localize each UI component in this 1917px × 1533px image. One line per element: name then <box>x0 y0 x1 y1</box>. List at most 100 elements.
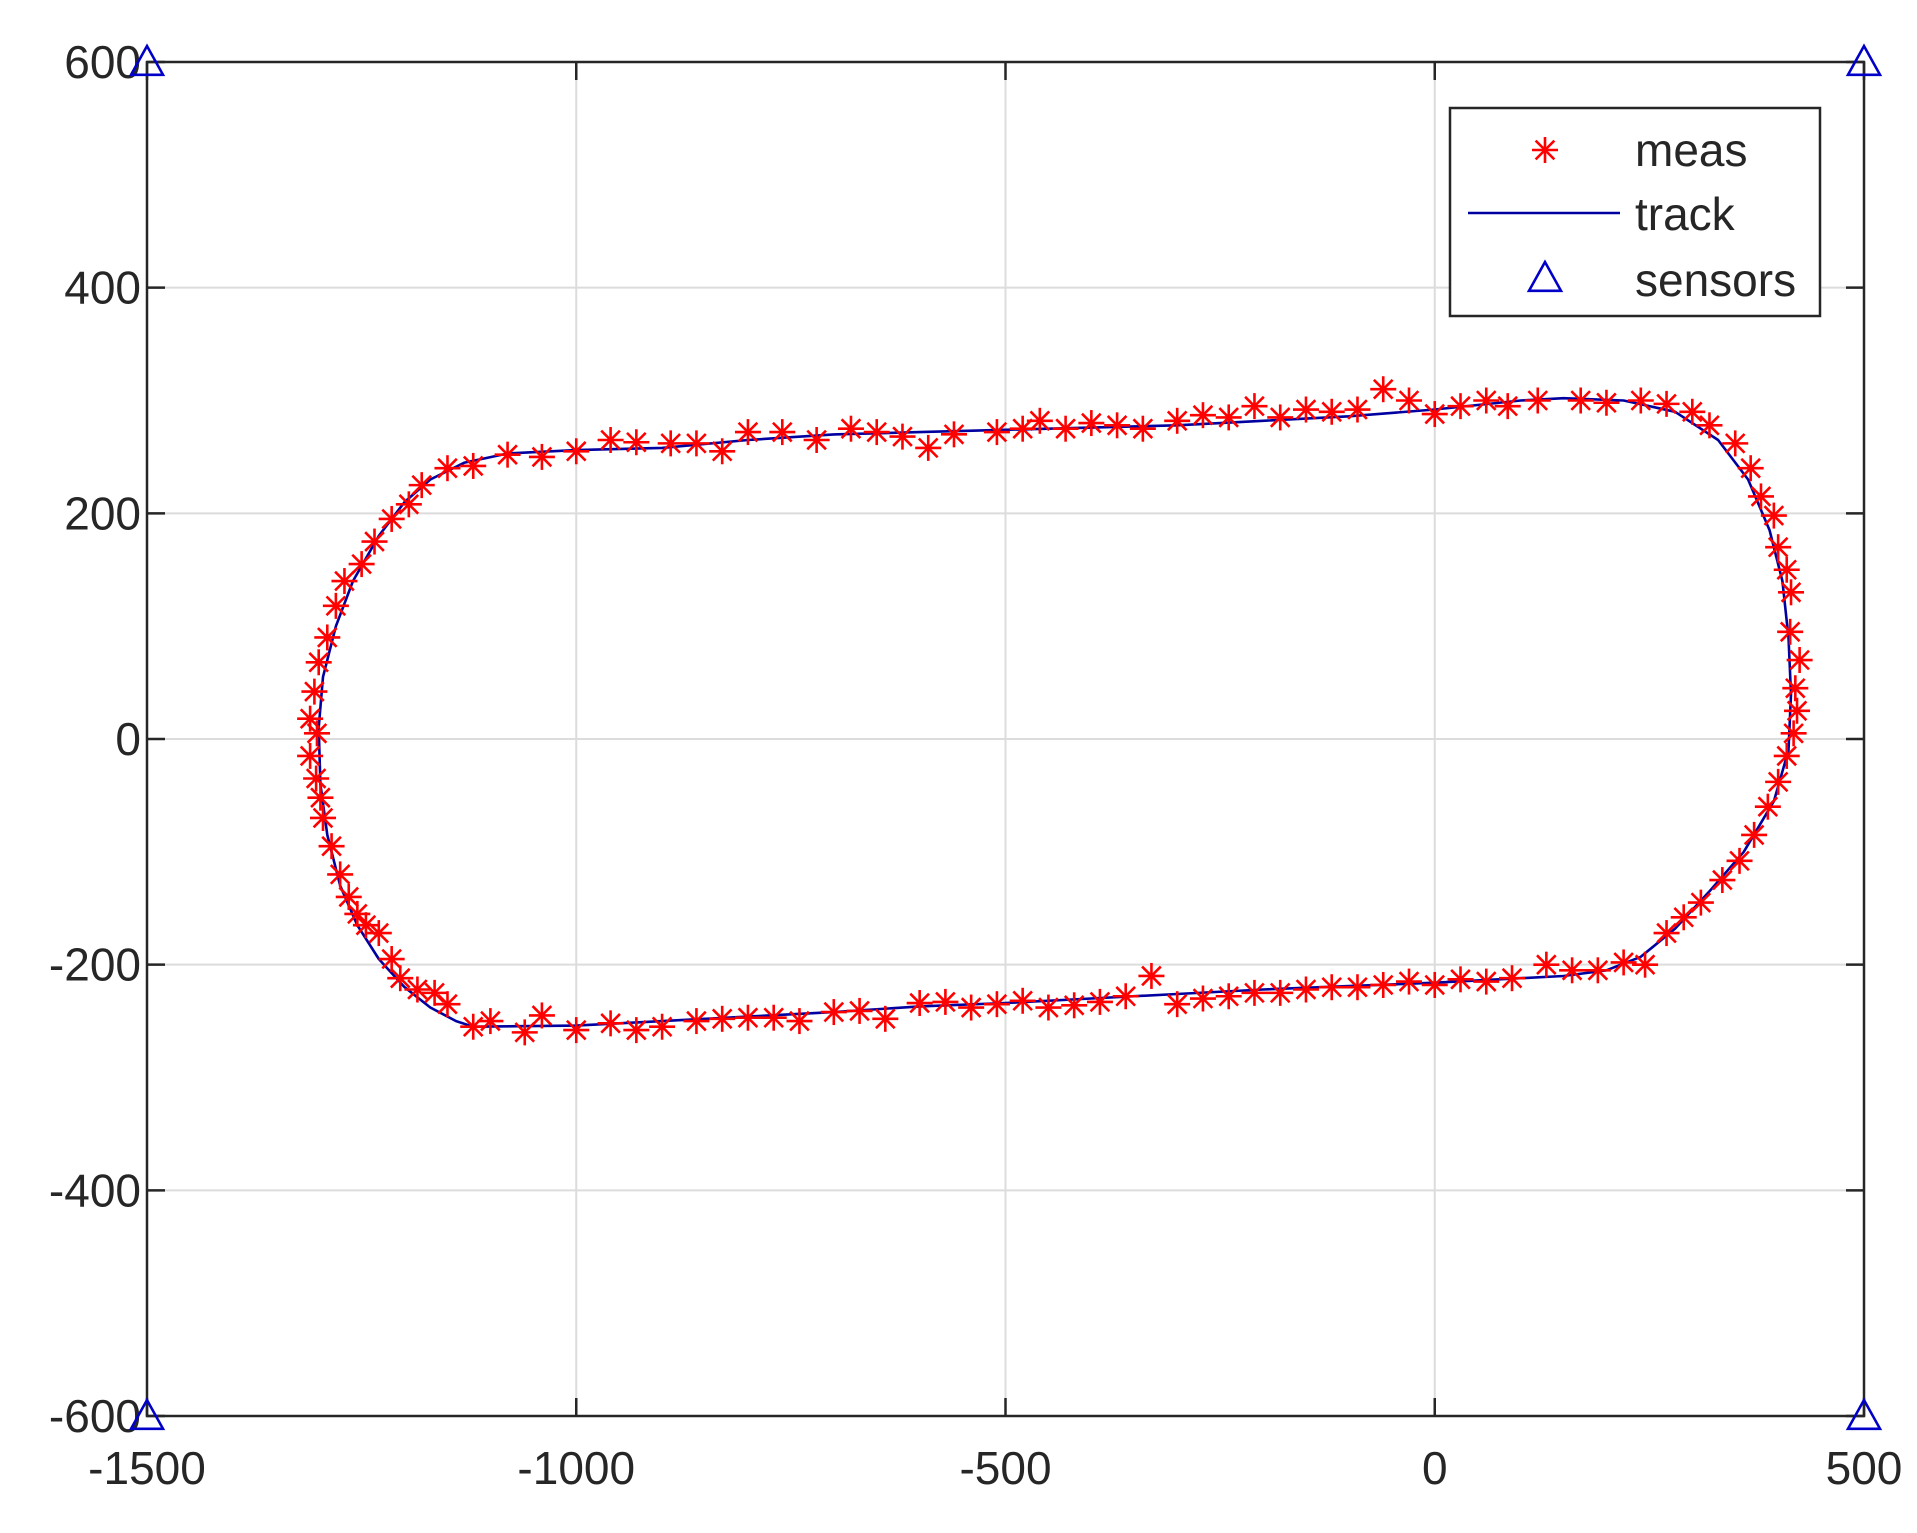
meas-point <box>305 649 332 676</box>
meas-point <box>511 1019 538 1046</box>
meas-point <box>1061 992 1088 1019</box>
meas-point <box>1722 430 1749 457</box>
meas-point <box>1052 415 1079 442</box>
meas-point <box>1559 957 1586 984</box>
meas-point <box>1687 889 1714 916</box>
meas-point <box>494 441 521 468</box>
meas-point <box>1138 962 1165 989</box>
meas-point <box>1494 393 1521 420</box>
sensor-marker <box>128 1397 166 1431</box>
meas-point <box>734 1004 761 1031</box>
y-tick-label: 200 <box>64 487 141 539</box>
meas-point <box>657 430 684 457</box>
meas-point <box>623 1017 650 1044</box>
meas-point <box>820 999 847 1026</box>
legend-label-sensors: sensors <box>1635 254 1796 306</box>
meas-point <box>1584 957 1611 984</box>
meas-point <box>1009 415 1036 442</box>
meas-point <box>760 1004 787 1031</box>
meas-point <box>327 861 354 888</box>
meas-point <box>1778 579 1805 606</box>
meas-point <box>1421 401 1448 428</box>
meas-point <box>1189 402 1216 429</box>
x-tick-labels: -1500 -1000 -500 0 500 <box>88 1442 1902 1494</box>
meas-point <box>1189 985 1216 1012</box>
meas-point <box>1370 376 1397 403</box>
meas-point <box>1267 404 1294 431</box>
meas-point <box>434 991 461 1018</box>
legend-label-track: track <box>1635 188 1736 240</box>
meas-point <box>983 991 1010 1018</box>
meas-point <box>1473 387 1500 414</box>
meas-point <box>1726 847 1753 874</box>
meas-point <box>1447 966 1474 993</box>
meas-point <box>1784 697 1811 724</box>
meas-point <box>1737 455 1764 482</box>
meas-point <box>301 678 328 705</box>
meas-point <box>1653 390 1680 417</box>
legend-sensors-marker <box>1526 259 1564 293</box>
meas-point <box>331 568 358 595</box>
meas-point <box>1344 396 1371 423</box>
meas-point <box>889 423 916 450</box>
meas-point <box>872 1005 899 1032</box>
meas-point <box>1765 768 1792 795</box>
x-tick-label: -1000 <box>517 1442 635 1494</box>
meas-point <box>1292 396 1319 423</box>
meas-point <box>460 452 487 479</box>
x-tick-label: -500 <box>959 1442 1051 1494</box>
sensor-marker <box>1845 1397 1883 1431</box>
meas-point <box>1765 534 1792 561</box>
meas-point <box>1421 971 1448 998</box>
track-line <box>317 396 1793 1028</box>
meas-point <box>1610 949 1637 976</box>
meas-point <box>528 443 555 470</box>
meas-point <box>387 965 414 992</box>
meas-point <box>597 426 624 453</box>
meas-point <box>1447 393 1474 420</box>
meas-point <box>623 429 650 456</box>
y-tick-label: -600 <box>49 1390 141 1442</box>
meas-point <box>318 833 345 860</box>
meas-point <box>348 551 375 578</box>
meas-point <box>1215 404 1242 431</box>
meas-point <box>378 946 405 973</box>
meas-point <box>303 720 330 747</box>
meas-point <box>1773 556 1800 583</box>
meas-point <box>734 419 761 446</box>
meas-point <box>365 920 392 947</box>
meas-point <box>1567 387 1594 414</box>
meas-point <box>1747 483 1774 510</box>
meas-point <box>528 1002 555 1029</box>
meas-point <box>309 804 336 831</box>
meas-point <box>1754 793 1781 820</box>
meas-point <box>1773 742 1800 769</box>
meas-point <box>1533 951 1560 978</box>
meas-point <box>307 784 334 811</box>
y-tick-label: 0 <box>115 713 141 765</box>
track-series <box>317 396 1793 1028</box>
meas-point <box>1241 979 1268 1006</box>
meas-point <box>1499 965 1526 992</box>
meas-point <box>709 1005 736 1032</box>
meas-point <box>1078 410 1105 437</box>
meas-point <box>1086 988 1113 1015</box>
x-tick-label: 500 <box>1826 1442 1903 1494</box>
legend-sensors-symbol <box>1526 259 1564 293</box>
y-tick-label: -200 <box>49 939 141 991</box>
meas-point <box>915 434 942 461</box>
meas-point <box>940 421 967 448</box>
meas-point <box>1696 412 1723 439</box>
meas-point <box>1780 720 1807 747</box>
meas-point <box>1344 974 1371 1001</box>
meas-point <box>1777 618 1804 645</box>
meas-point <box>958 994 985 1021</box>
meas-point <box>837 415 864 442</box>
meas-point <box>1009 987 1036 1014</box>
meas-point <box>1035 994 1062 1021</box>
meas-point <box>1318 974 1345 1001</box>
meas-point <box>303 765 330 792</box>
meas-point <box>1241 393 1268 420</box>
meas-point <box>863 419 890 446</box>
